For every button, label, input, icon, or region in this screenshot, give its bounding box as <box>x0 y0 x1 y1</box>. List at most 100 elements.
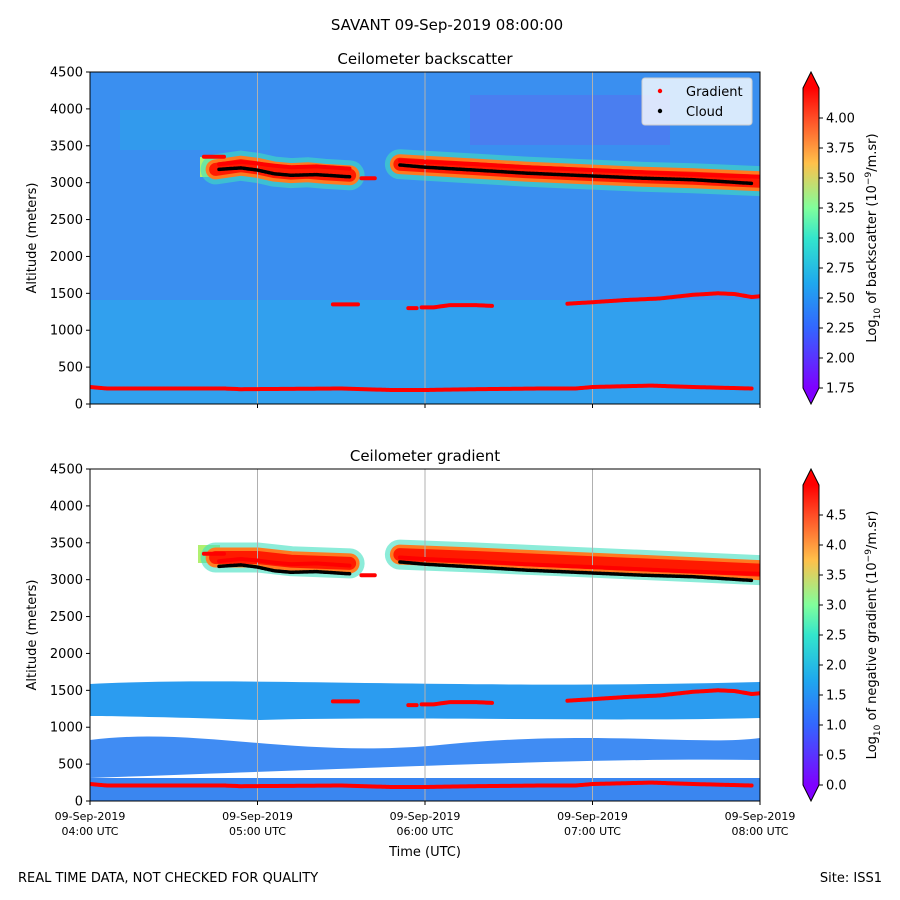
cloud-series-0 <box>217 166 352 179</box>
cb-tick-label-3: 1.5 <box>826 689 847 704</box>
legend-cloud-marker <box>657 108 663 114</box>
cb2-label-sub: 10 <box>873 724 883 736</box>
x-tick-label-4-1: 08:00 UTC <box>731 825 788 838</box>
cb-tick-label-8: 4.0 <box>826 539 847 554</box>
cb-tick-label-1: 2.00 <box>826 352 855 367</box>
footer-site: Site: ISS1 <box>820 871 882 886</box>
gradient-grid <box>257 469 593 801</box>
cb-tick-label-6: 3.25 <box>826 202 855 217</box>
gradient-series-7 <box>565 291 760 306</box>
y-tick-label-0: 0 <box>75 795 83 810</box>
y-tick-label-3: 1500 <box>50 287 83 302</box>
x-tick-label-3-0: 09-Sep-2019 <box>557 810 628 823</box>
backscatter-title: Ceilometer backscatter <box>337 50 513 68</box>
gradient-title: Ceilometer gradient <box>350 447 500 465</box>
gradient-y-ticks: 0 500 1000 1500 2000 2500 3000 3500 4000 4500 <box>50 463 90 810</box>
y-tick-label-3: 1500 <box>50 684 83 699</box>
cb2-label-main: Log <box>865 736 880 759</box>
x-axis-label: Time (UTC) <box>388 845 461 860</box>
gradient-series-6 <box>419 700 494 707</box>
gradient-colorbar-label: Log10 of negative gradient (10−9/m.sr) <box>864 511 883 760</box>
footer-quality-note: REAL TIME DATA, NOT CHECKED FOR QUALITY <box>18 871 318 886</box>
cb-tick-label-7: 3.50 <box>826 172 855 187</box>
x-tick-label-1-0: 09-Sep-2019 <box>222 810 293 823</box>
cb-tick-label-8: 3.75 <box>826 142 855 157</box>
suptitle: SAVANT 09-Sep-2019 08:00:00 <box>331 16 563 34</box>
cb-tick-label-1: 0.5 <box>826 749 847 764</box>
x-tick-label-2-1: 06:00 UTC <box>396 825 453 838</box>
backscatter-colorbar-label: Log10 of backscatter (10−9/m.sr) <box>864 133 883 342</box>
colorbar2-bottom-arrow <box>803 785 819 801</box>
y-tick-label-2: 1000 <box>50 324 83 339</box>
cb-tick-label-5: 3.00 <box>826 232 855 247</box>
colorbar2-top-arrow <box>803 469 819 485</box>
cb2-label-rest: of negative gradient (10 <box>865 562 880 724</box>
backscatter-legend: Gradient Cloud <box>641 77 753 126</box>
x-tick-label-3-1: 07:00 UTC <box>564 825 621 838</box>
cb1-label-main: Log <box>865 319 880 342</box>
cb2-label-end: /m.sr) <box>865 511 880 549</box>
gradient-series-6 <box>419 303 494 310</box>
y-tick-label-4: 2000 <box>50 647 83 662</box>
legend-gradient-marker <box>657 88 663 94</box>
y-tick-label-6: 3000 <box>50 573 83 588</box>
cloud-series-1 <box>398 163 754 186</box>
legend-cloud-label: Cloud <box>686 105 723 120</box>
cb-tick-label-5: 2.5 <box>826 629 847 644</box>
backscatter-y-ticks: 0 500 1000 1500 2000 2500 3000 3500 4000 4500 <box>50 66 90 413</box>
gradient-series-1 <box>217 159 352 171</box>
colorbar-gradient <box>803 88 819 388</box>
y-tick-label-5: 2500 <box>50 213 83 228</box>
y-tick-label-7: 3500 <box>50 536 83 551</box>
colorbar-top-arrow <box>803 72 819 88</box>
cb-tick-label-0: 0.0 <box>826 779 847 794</box>
backscatter-cloud-markers <box>217 163 754 186</box>
cb-tick-label-0: 1.75 <box>826 382 855 397</box>
y-tick-label-1: 500 <box>58 758 83 773</box>
gradient-series-3 <box>397 158 760 179</box>
y-tick-label-1: 500 <box>58 361 83 376</box>
legend-gradient-label: Gradient <box>686 85 743 100</box>
cb-tick-label-4: 2.0 <box>826 659 847 674</box>
x-tick-label-2-0: 09-Sep-2019 <box>390 810 461 823</box>
cloud-band-inner-1 <box>393 548 760 577</box>
gradient-series-8 <box>90 780 754 789</box>
cb-tick-label-2: 2.25 <box>826 322 855 337</box>
cb-tick-label-7: 3.5 <box>826 569 847 584</box>
backscatter-gradient-markers <box>90 154 760 392</box>
cb1-label-sup: −9 <box>864 172 874 186</box>
x-tick-label-4-0: 09-Sep-2019 <box>725 810 796 823</box>
gradient-series-8 <box>90 383 754 392</box>
backscatter-heatmap <box>90 72 760 404</box>
y-tick-label-7: 3500 <box>50 139 83 154</box>
gradient-cloud-markers <box>217 560 754 583</box>
backscatter-upper-patch-2 <box>470 95 670 145</box>
cloud-series-0 <box>217 563 352 576</box>
cloud-series-1 <box>398 560 754 583</box>
cb1-label-rest: of backscatter (10 <box>865 185 880 308</box>
cb-tick-label-3: 2.50 <box>826 292 855 307</box>
backscatter-colorbar: 1.75 2.00 2.25 2.50 2.75 3.00 3.25 3.50 3.75 4.00… <box>802 70 883 406</box>
gradient-series-7 <box>565 688 760 703</box>
gradient-series-1 <box>217 556 352 568</box>
gradient-colorbar: 0.0 0.5 1.0 1.5 2.0 2.5 3.0 3.5 4.0 4.5 Log10 of … <box>802 467 883 803</box>
backscatter-panel: Ceilometer backscatter 0 500 1000 1500 2000 2… <box>25 50 883 413</box>
x-tick-label-0-1: 04:00 UTC <box>61 825 118 838</box>
cb-tick-label-9: 4.00 <box>826 112 855 127</box>
colorbar2-gradient <box>803 485 819 785</box>
cb-tick-label-4: 2.75 <box>826 262 855 277</box>
y-tick-label-0: 0 <box>75 398 83 413</box>
cb2-label-sup: −9 <box>864 549 874 563</box>
gradient-series-3 <box>397 555 760 576</box>
backscatter-upper-patch-1 <box>120 110 270 150</box>
y-tick-label-9: 4500 <box>50 66 83 81</box>
y-tick-label-5: 2500 <box>50 610 83 625</box>
cb-tick-label-9: 4.5 <box>826 509 847 524</box>
backscatter-x-ticks <box>89 404 761 408</box>
y-tick-label-8: 4000 <box>50 499 83 514</box>
gradient-heatmap <box>90 469 760 801</box>
cb-tick-label-6: 3.0 <box>826 599 847 614</box>
gradient-ylabel: Altitude (meters) <box>25 580 40 691</box>
colorbar-ticks: 1.75 2.00 2.25 2.50 2.75 3.00 3.25 3.50 3.75 4.00 <box>819 112 855 397</box>
